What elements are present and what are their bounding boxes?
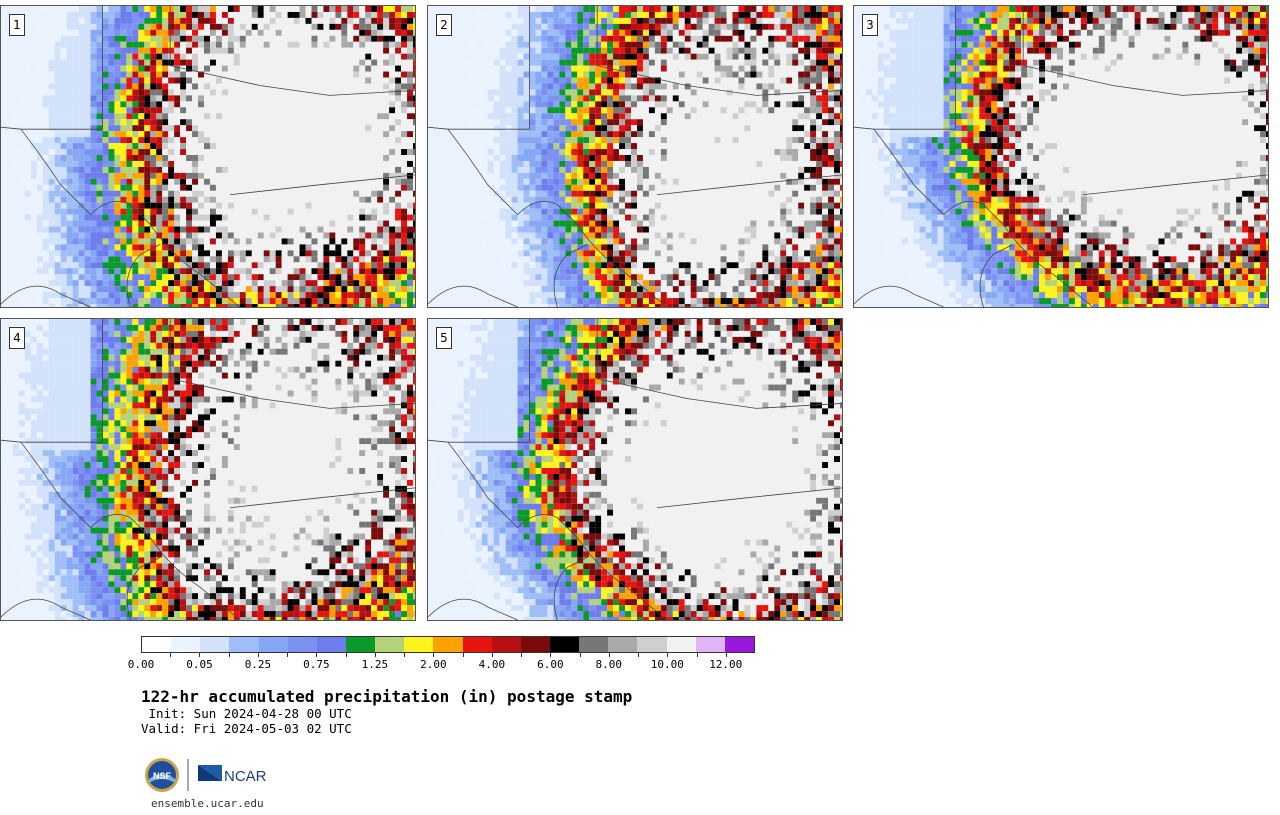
- colorbar-segment: [345, 637, 376, 652]
- colorbar-tick: [199, 653, 201, 657]
- colorbar-segment: [316, 637, 346, 652]
- ncar-logo-icon: NCAR: [198, 765, 267, 785]
- colorbar-segment: [579, 637, 609, 652]
- colorbar-label: 12.00: [709, 658, 743, 671]
- colorbar-segment: [142, 637, 172, 652]
- colorbar-tick: [374, 653, 376, 657]
- colorbar-segment: [433, 637, 463, 652]
- colorbar-tick: [316, 653, 318, 657]
- colorbar-segment: [491, 637, 521, 652]
- colorbar-label: 4.00: [478, 658, 506, 671]
- precip-map-5: [428, 319, 842, 620]
- colorbar-labels: 0.00 0.05 0.25 0.75 1.25 2.00 4.00 6.00 8.00 10.0…: [128, 653, 755, 672]
- colorbar-segment: [404, 637, 434, 652]
- colorbar-tick: [667, 653, 669, 657]
- precip-map-4: [1, 319, 415, 620]
- colorbar-segment: [258, 637, 288, 652]
- colorbar-tick: [521, 653, 523, 657]
- colorbar-tick: [257, 653, 259, 657]
- colorbar-label: 8.00: [595, 658, 623, 671]
- colorbar-tick: [287, 653, 289, 657]
- colorbar-segment: [695, 637, 725, 652]
- colorbar-tick: [228, 653, 230, 657]
- colorbar-tick: [170, 653, 172, 657]
- panel-number-5: 5: [436, 327, 452, 349]
- colorbar-segment: [724, 637, 754, 652]
- colorbar-label: 6.00: [537, 658, 564, 671]
- map-panel-1: 1: [0, 5, 416, 308]
- panel-number-2: 2: [436, 14, 452, 36]
- colorbar-tick: [579, 653, 581, 657]
- colorbar-segment: [287, 637, 317, 652]
- colorbar-label: 0.05: [186, 658, 213, 671]
- colorbar-segment: [462, 637, 492, 652]
- colorbar-segment: [520, 637, 550, 652]
- colorbar-segment: [549, 637, 580, 652]
- precip-map-3: [854, 6, 1268, 307]
- colorbar-tick: [433, 653, 435, 657]
- colorbar-tick: [345, 653, 347, 657]
- nsf-logo-icon: NSF: [145, 758, 179, 792]
- colorbar-label: 10.00: [650, 658, 684, 671]
- site-url: ensemble.ucar.edu: [151, 797, 264, 810]
- valid-time: Valid: Fri 2024-05-03 02 UTC: [141, 721, 352, 736]
- colorbar-tick: [462, 653, 464, 657]
- colorbar-segment: [666, 637, 696, 652]
- panel-number-1: 1: [9, 14, 25, 36]
- colorbar-segment: [637, 637, 667, 652]
- precip-map-2: [428, 6, 842, 307]
- panel-number-4: 4: [9, 327, 25, 349]
- precip-map-1: [1, 6, 415, 307]
- colorbar-tick: [725, 653, 727, 657]
- init-time: Init: Sun 2024-04-28 00 UTC: [141, 706, 352, 721]
- map-panel-5: 5: [427, 318, 843, 621]
- colorbar-segment: [375, 637, 405, 652]
- chart-title: 122-hr accumulated precipitation (in) po…: [141, 687, 633, 706]
- colorbar-segment: [229, 637, 259, 652]
- colorbar-segment: [171, 637, 201, 652]
- colorbar-label: 0.25: [244, 658, 272, 671]
- colorbar-tick: [491, 653, 493, 657]
- nsf-ncar-logos: NSF NCAR: [145, 758, 267, 792]
- colorbar-label: 0.00: [127, 658, 155, 671]
- map-panel-3: 3: [853, 5, 1269, 308]
- colorbar-segment: [200, 637, 230, 652]
- colorbar-tick: [696, 653, 698, 657]
- colorbar-tick: [638, 653, 640, 657]
- panel-number-3: 3: [862, 14, 878, 36]
- colorbar-segment: [608, 637, 638, 652]
- colorbar-tick: [608, 653, 610, 657]
- colorbar-tick: [404, 653, 406, 657]
- map-panel-2: 2: [427, 5, 843, 308]
- colorbar-tick: [550, 653, 552, 657]
- colorbar-label: 0.75: [303, 658, 330, 671]
- colorbar-label: 2.00: [420, 658, 447, 671]
- colorbar-label: 1.25: [361, 658, 389, 671]
- precip-colorbar: [141, 636, 755, 653]
- map-panel-4: 4: [0, 318, 416, 621]
